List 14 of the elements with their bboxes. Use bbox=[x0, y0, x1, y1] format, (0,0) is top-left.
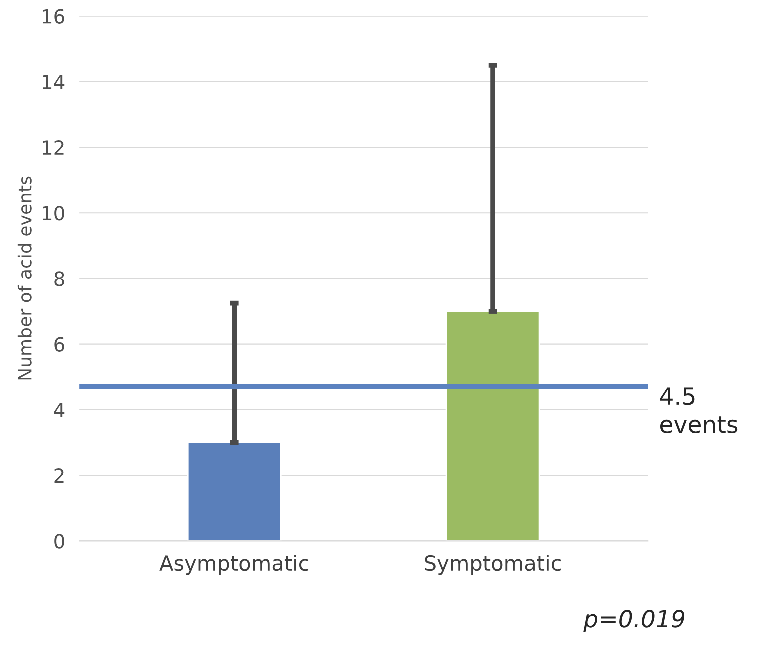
y-tick-label: 10 bbox=[43, 206, 64, 221]
ref-line-label: 4.5 events bbox=[660, 388, 738, 434]
y-tick-label: 2 bbox=[54, 468, 64, 483]
text: p=0.019 bbox=[584, 610, 685, 632]
y-tick-label: 4 bbox=[54, 403, 65, 418]
y-tick-label: 14 bbox=[43, 75, 65, 90]
y-tick-label: 12 bbox=[43, 140, 64, 155]
y-tick-label: 16 bbox=[43, 9, 64, 24]
y-tick-label: 0 bbox=[54, 534, 64, 549]
y-axis-title: Number of acid events bbox=[18, 176, 32, 380]
x-tick-label: Asymptomatic bbox=[160, 555, 309, 576]
x-tick-label: Symptomatic bbox=[425, 555, 561, 576]
y-tick-label: 8 bbox=[54, 272, 64, 286]
y-tick-label: 6 bbox=[54, 337, 64, 352]
